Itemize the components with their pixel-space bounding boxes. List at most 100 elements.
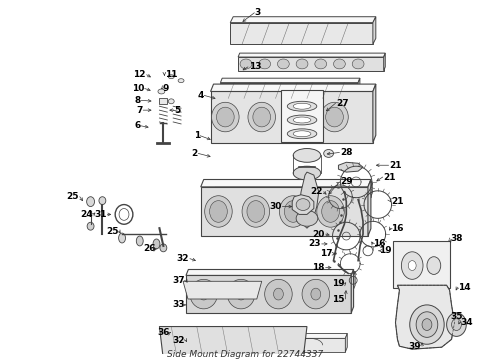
Ellipse shape (240, 59, 252, 69)
Polygon shape (373, 84, 376, 143)
Text: 8: 8 (135, 96, 141, 105)
Polygon shape (351, 270, 354, 313)
Ellipse shape (119, 233, 125, 243)
Ellipse shape (410, 305, 444, 344)
Ellipse shape (287, 101, 317, 111)
Ellipse shape (168, 99, 174, 104)
Ellipse shape (422, 319, 432, 330)
Text: 10: 10 (132, 84, 144, 93)
Ellipse shape (205, 196, 232, 227)
Ellipse shape (259, 188, 280, 196)
Ellipse shape (284, 102, 312, 132)
Text: 24: 24 (80, 210, 93, 219)
Text: 4: 4 (197, 91, 204, 100)
Polygon shape (216, 183, 372, 187)
Ellipse shape (242, 196, 270, 227)
Bar (281, 90, 323, 141)
Polygon shape (292, 195, 314, 215)
Ellipse shape (293, 117, 311, 123)
Ellipse shape (326, 107, 343, 127)
Ellipse shape (253, 107, 270, 127)
Text: 12: 12 (133, 70, 146, 79)
Text: 11: 11 (165, 70, 177, 79)
Ellipse shape (293, 103, 311, 109)
Text: 37: 37 (173, 276, 185, 285)
Ellipse shape (217, 107, 234, 127)
Ellipse shape (279, 196, 307, 227)
Ellipse shape (289, 107, 307, 127)
Text: 36: 36 (157, 328, 170, 337)
Text: 9: 9 (162, 84, 169, 93)
Bar (159, 98, 167, 104)
Polygon shape (196, 276, 353, 290)
Text: 20: 20 (313, 230, 325, 239)
Text: 25: 25 (106, 227, 119, 236)
Text: 17: 17 (320, 249, 333, 258)
Text: 22: 22 (311, 187, 323, 196)
Polygon shape (183, 333, 347, 338)
Polygon shape (201, 187, 368, 236)
Polygon shape (238, 57, 384, 71)
Ellipse shape (87, 197, 95, 207)
Text: 16: 16 (373, 239, 386, 248)
Polygon shape (183, 281, 262, 299)
Text: 21: 21 (383, 172, 396, 181)
Polygon shape (220, 82, 358, 98)
Ellipse shape (178, 79, 184, 82)
Polygon shape (201, 180, 371, 187)
Ellipse shape (332, 188, 353, 196)
Text: 5: 5 (174, 105, 180, 114)
Text: 15: 15 (332, 294, 344, 303)
Ellipse shape (247, 201, 265, 222)
Polygon shape (196, 271, 355, 276)
Text: 31: 31 (94, 210, 107, 219)
Ellipse shape (99, 197, 106, 204)
Text: 7: 7 (137, 105, 143, 114)
Text: 38: 38 (450, 234, 463, 243)
Ellipse shape (227, 279, 255, 309)
Ellipse shape (293, 131, 311, 137)
Ellipse shape (296, 199, 310, 211)
Polygon shape (220, 78, 360, 82)
Text: 34: 34 (460, 318, 473, 327)
Ellipse shape (317, 196, 344, 227)
Ellipse shape (401, 252, 423, 279)
Polygon shape (353, 271, 355, 290)
Ellipse shape (168, 75, 174, 79)
Text: 19: 19 (332, 279, 345, 288)
Ellipse shape (153, 239, 160, 249)
Text: 23: 23 (309, 239, 321, 248)
Text: Side Mount Diagram for 22744337: Side Mount Diagram for 22744337 (167, 350, 323, 359)
Text: 21: 21 (391, 197, 404, 206)
Ellipse shape (296, 211, 318, 226)
Ellipse shape (293, 166, 321, 180)
Text: 19: 19 (379, 246, 392, 255)
Text: 32: 32 (177, 254, 189, 263)
Polygon shape (395, 285, 455, 349)
Ellipse shape (136, 236, 143, 246)
Text: 1: 1 (194, 131, 200, 140)
Text: 39: 39 (409, 342, 421, 351)
Ellipse shape (302, 279, 330, 309)
Text: 14: 14 (458, 283, 471, 292)
Polygon shape (373, 17, 376, 44)
Ellipse shape (446, 313, 466, 336)
Ellipse shape (324, 149, 334, 157)
Polygon shape (371, 183, 372, 197)
Ellipse shape (284, 201, 302, 222)
Ellipse shape (321, 102, 348, 132)
Polygon shape (186, 275, 351, 313)
Ellipse shape (416, 312, 438, 337)
Ellipse shape (427, 257, 441, 274)
Ellipse shape (210, 201, 227, 222)
Ellipse shape (222, 188, 244, 196)
Bar (392, 241, 450, 288)
Text: 29: 29 (340, 177, 353, 186)
Text: 2: 2 (192, 149, 198, 158)
Ellipse shape (199, 288, 209, 300)
Text: 28: 28 (340, 148, 353, 157)
Polygon shape (339, 162, 363, 172)
Ellipse shape (273, 288, 283, 300)
Polygon shape (183, 338, 345, 352)
Text: 18: 18 (313, 263, 325, 272)
